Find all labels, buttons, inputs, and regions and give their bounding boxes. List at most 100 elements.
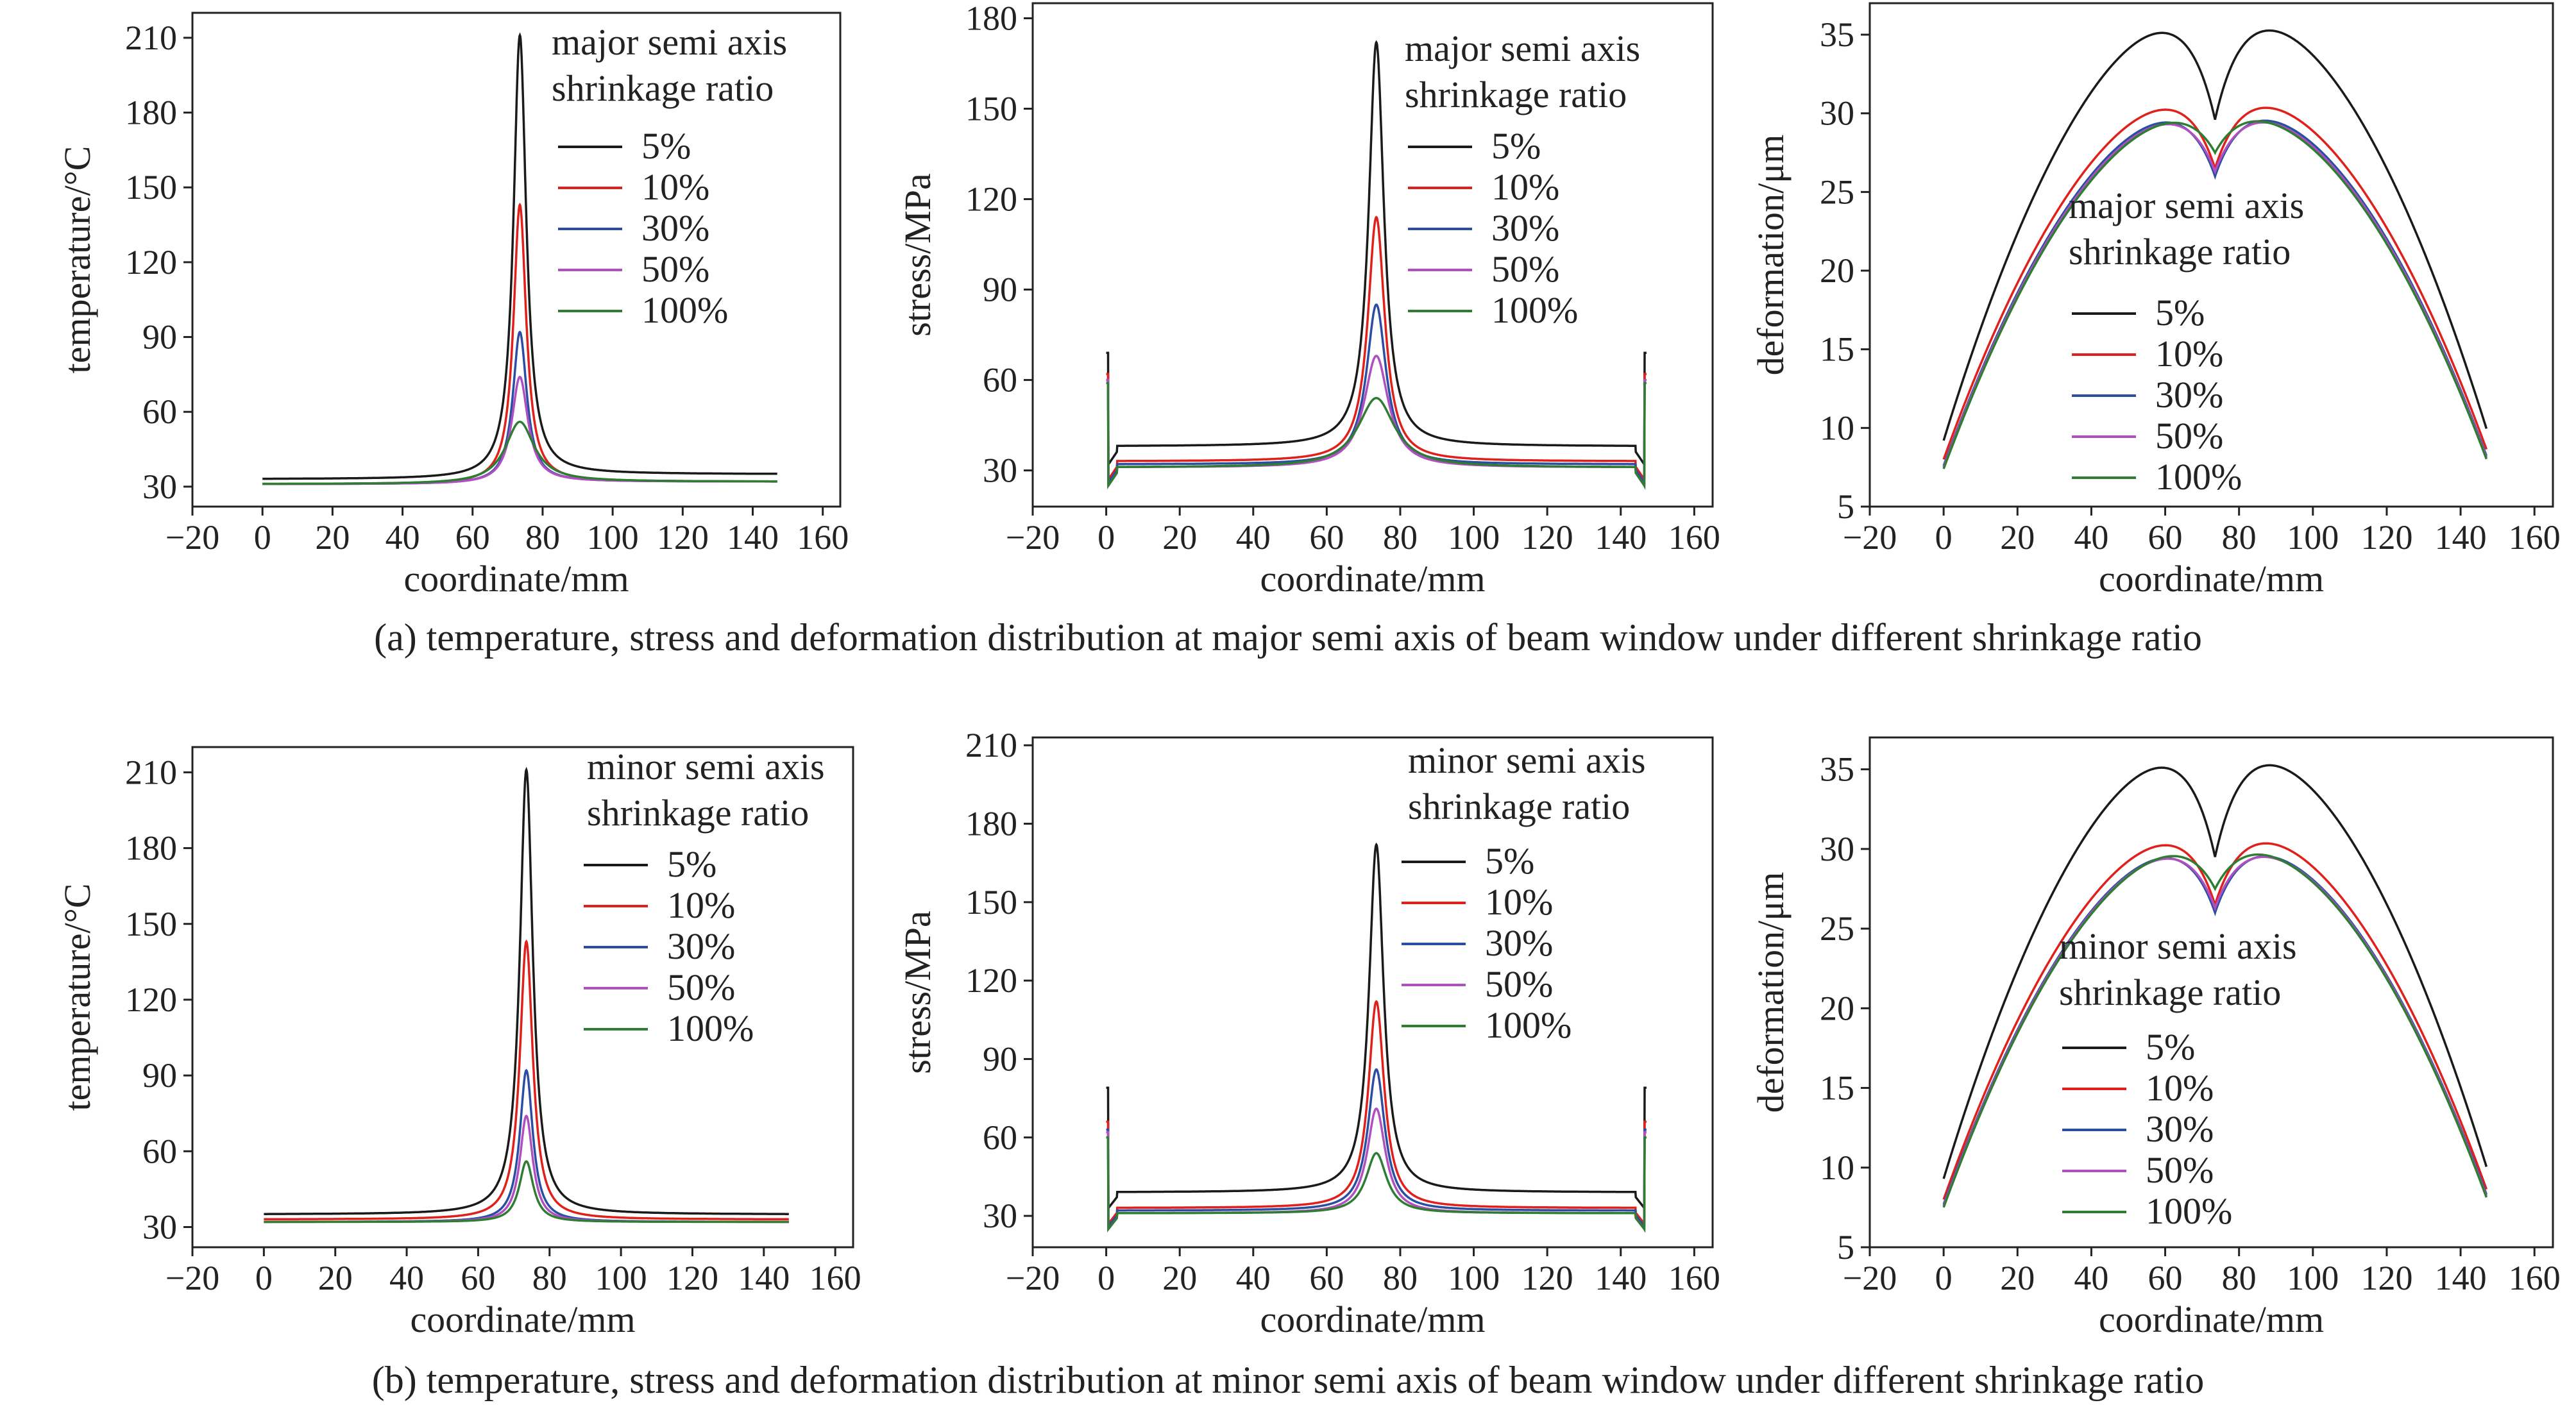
x-axis-label: coordinate/mm	[1260, 558, 1485, 600]
legend-subtitle: shrinkage ratio	[552, 67, 774, 109]
x-tick-label: 80	[1383, 518, 1418, 557]
x-axis-label: coordinate/mm	[2099, 558, 2324, 600]
legend-entry: 100%	[2146, 1190, 2232, 1232]
legend-entry: 100%	[641, 289, 728, 331]
chart-a-stress: −20 0 20 40 60 80 100 120 140 160 30 60 90 120 150 180 c…	[897, 0, 1720, 600]
x-tick-label: 20	[2000, 1259, 2035, 1297]
y-tick-label: 25	[1820, 172, 1854, 211]
chart-b-temperature: −20 0 20 40 60 80 100 120 140 160 30 60 90 120 150 180 2…	[56, 746, 861, 1340]
y-tick-label: 210	[125, 19, 177, 57]
series-line-5pct	[1106, 842, 1647, 1212]
legend-entry: 100%	[667, 1007, 754, 1049]
x-tick-label: 20	[1162, 518, 1197, 557]
y-tick-label: 60	[983, 361, 1017, 400]
x-tick-label: −20	[165, 1259, 219, 1297]
y-tick-label: 150	[965, 90, 1017, 128]
plot-frame	[191, 12, 842, 508]
y-tick-label: 150	[125, 905, 177, 943]
series-line-30pct	[1106, 303, 1647, 487]
legend-subtitle: shrinkage ratio	[2059, 972, 2281, 1013]
legend-entry: 50%	[667, 966, 735, 1008]
y-tick-label: 120	[965, 180, 1017, 219]
series-line-100pct	[262, 421, 777, 485]
x-tick-label: 60	[2148, 1259, 2183, 1297]
legend-subtitle: shrinkage ratio	[1408, 786, 1630, 827]
series-line-30pct	[264, 1068, 789, 1224]
x-axis-label: coordinate/mm	[403, 558, 629, 600]
y-tick-label: 90	[983, 1039, 1017, 1078]
series-line-100pct	[1942, 853, 2488, 1208]
y-tick-label: 15	[1820, 330, 1854, 369]
legend-subtitle: shrinkage ratio	[1405, 74, 1627, 115]
legend-entry: 50%	[641, 248, 709, 290]
y-tick-label: 30	[983, 451, 1017, 490]
x-tick-label: 40	[1236, 1259, 1271, 1297]
series-line-10pct	[1106, 1000, 1647, 1227]
caption-b: (b) temperature, stress and deformation …	[371, 1359, 2205, 1401]
legend-entry: 50%	[1485, 963, 1553, 1005]
series-line-30pct	[1106, 1068, 1647, 1230]
x-tick-label: 140	[727, 518, 779, 557]
x-tick-label: 0	[1097, 518, 1115, 557]
y-axis-label: deformation/μm	[1750, 872, 1792, 1113]
series-line-50pct	[1942, 121, 2488, 468]
x-tick-label: 100	[595, 1259, 647, 1297]
y-tick-label: 90	[983, 271, 1017, 309]
x-tick-label: 60	[1309, 1259, 1344, 1297]
legend-entry: 10%	[667, 884, 735, 926]
y-tick-label: 90	[142, 1056, 177, 1095]
legend-entry: 10%	[2155, 333, 2223, 374]
plot-frame	[1868, 736, 2554, 1249]
y-axis-label: temperature/°C	[56, 884, 98, 1111]
legend-entry: 5%	[2155, 292, 2205, 333]
legend-title: major semi axis	[2069, 185, 2304, 226]
y-tick-label: 10	[1820, 1148, 1854, 1187]
y-tick-label: 60	[142, 1132, 177, 1170]
caption-a: (a) temperature, stress and deformation …	[374, 616, 2202, 659]
series-line-5pct	[1942, 29, 2488, 441]
series-line-50pct	[262, 375, 777, 485]
legend-entry: 100%	[1485, 1004, 1572, 1046]
legend-entry: 10%	[641, 166, 709, 208]
y-tick-label: 30	[1820, 94, 1854, 133]
x-tick-label: 120	[2360, 518, 2412, 557]
x-tick-label: 160	[1668, 518, 1720, 557]
series-line-50pct	[264, 1115, 789, 1224]
x-axis-label: coordinate/mm	[410, 1299, 635, 1340]
x-tick-label: 80	[1383, 1259, 1418, 1297]
legend-subtitle: shrinkage ratio	[2069, 231, 2291, 273]
y-tick-label: 15	[1820, 1069, 1854, 1107]
x-tick-label: 0	[1935, 1259, 1953, 1297]
y-tick-label: 180	[125, 829, 177, 868]
x-tick-label: 100	[2287, 518, 2339, 557]
x-tick-label: 100	[1448, 1259, 1500, 1297]
plot-frame	[1031, 2, 1714, 508]
y-tick-label: 180	[125, 94, 177, 132]
x-tick-label: 120	[1521, 518, 1573, 557]
x-axis-label: coordinate/mm	[2099, 1299, 2324, 1340]
legend-title: minor semi axis	[1408, 739, 1646, 781]
x-tick-label: 0	[255, 1259, 273, 1297]
legend-entry: 30%	[1485, 922, 1553, 964]
series-line-50pct	[1942, 855, 2488, 1207]
chart-b-stress: −20 0 20 40 60 80 100 120 140 160 30 60 90 120 150 180 2…	[897, 726, 1720, 1340]
y-tick-label: 20	[1820, 251, 1854, 290]
y-tick-label: 35	[1820, 15, 1854, 54]
legend-entry: 100%	[2155, 456, 2242, 498]
legend-title: minor semi axis	[2059, 925, 2297, 967]
y-axis-label: stress/MPa	[897, 911, 938, 1074]
x-tick-label: 140	[2435, 518, 2487, 557]
legend-entry: 30%	[641, 207, 709, 249]
y-tick-label: 5	[1837, 487, 1854, 526]
x-tick-label: 20	[318, 1259, 353, 1297]
x-tick-label: 120	[2360, 1259, 2412, 1297]
y-axis-label: deformation/μm	[1750, 135, 1792, 376]
x-tick-label: 140	[2435, 1259, 2487, 1297]
x-tick-label: 160	[1668, 1259, 1720, 1297]
legend-entry: 5%	[2146, 1026, 2195, 1068]
x-tick-label: 0	[254, 518, 271, 557]
y-tick-label: 5	[1837, 1228, 1854, 1266]
y-tick-label: 150	[125, 168, 177, 206]
series-line-30pct	[1942, 119, 2488, 466]
